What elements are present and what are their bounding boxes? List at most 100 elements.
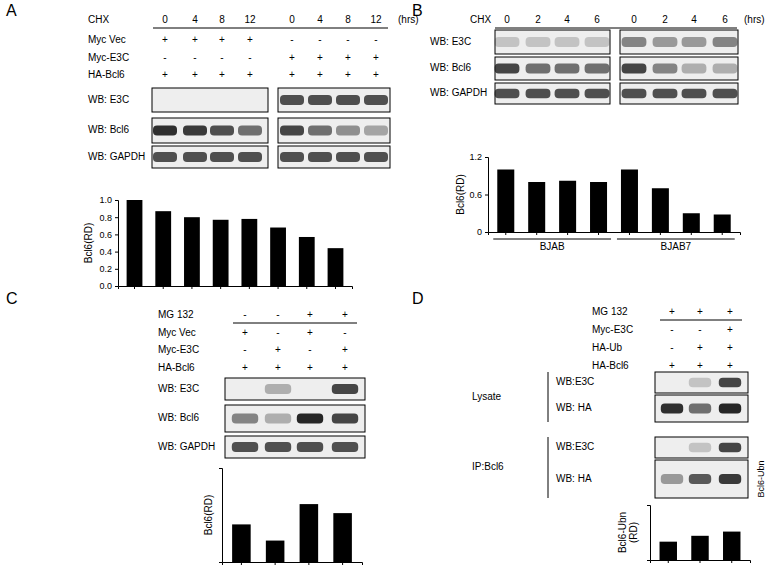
- row-mark: +: [727, 324, 733, 335]
- tick: 0.0: [99, 281, 118, 291]
- row-mark: -: [343, 327, 346, 338]
- section-label: IP:Bcl6: [472, 461, 504, 472]
- bar: [300, 504, 319, 562]
- row-mark: +: [373, 52, 379, 63]
- bar: [270, 228, 286, 286]
- axis-line: [219, 469, 223, 563]
- bar: [660, 542, 677, 560]
- tick-mark: [629, 232, 630, 235]
- header-value: 0: [631, 14, 637, 25]
- row-mark: -: [308, 344, 311, 355]
- blot-label: WB: Bcl6: [88, 124, 130, 135]
- row-mark: -: [318, 34, 321, 45]
- tick: [275, 562, 276, 565]
- blot-band: [689, 474, 711, 484]
- tick-label: 0.2: [99, 264, 112, 274]
- tick-mark: [115, 269, 118, 270]
- row-mark: +: [289, 69, 295, 80]
- blot-band: [682, 37, 707, 47]
- tick: 0.6: [99, 230, 118, 240]
- panel-letter: C: [6, 290, 18, 307]
- blot-frame: [225, 378, 365, 400]
- axis-line: [489, 233, 741, 236]
- bar-chart: 0.00.20.40.60.81.0Bcl6(RD): [83, 195, 353, 291]
- header-value: -: [276, 309, 279, 320]
- blot-frame: [225, 436, 365, 458]
- panel: DMG 132+++Myc-E3C--+HA-Ub-++HA-Bcl6+++Ly…: [412, 290, 766, 498]
- blot-band: [719, 474, 741, 484]
- blot-band: [713, 89, 738, 98]
- header-value: 8: [219, 14, 225, 25]
- group-rule: [617, 239, 735, 240]
- row-mark: +: [289, 52, 295, 63]
- bar-chart: Bcl6(RD): [203, 469, 363, 566]
- row-mark: +: [727, 360, 733, 371]
- bar: [213, 220, 229, 286]
- row-mark: +: [727, 342, 733, 353]
- panel-letter: B: [412, 2, 423, 19]
- row-mark: -: [670, 342, 673, 353]
- bar: [241, 219, 257, 286]
- blot-band: [526, 37, 551, 47]
- blot-band: [585, 37, 610, 47]
- tick: [700, 560, 701, 563]
- header-label: CHX: [88, 14, 109, 25]
- blot-band: [719, 443, 741, 452]
- blot-label: WB: Bcl6: [158, 412, 200, 423]
- blot-band: [689, 404, 711, 414]
- blot-frame: [152, 146, 268, 168]
- header-value: 4: [691, 14, 697, 25]
- tick-label: 0.8: [99, 213, 112, 223]
- blot-frame: [152, 88, 268, 112]
- header-value: 6: [594, 14, 600, 25]
- tick-mark: [485, 195, 488, 196]
- x-axis: [489, 232, 741, 235]
- tick: 0.2: [99, 264, 118, 274]
- bar: [184, 217, 200, 286]
- tick-mark: [505, 232, 506, 235]
- blot-band: [526, 64, 551, 74]
- blot-band: [265, 442, 291, 452]
- row-mark: -: [248, 52, 251, 63]
- axis-title: Bcl6-Ubn(RD): [617, 512, 639, 553]
- axis-title: Bcl6(RD): [83, 223, 94, 264]
- tick-mark: [275, 562, 276, 565]
- tick-label: 0.6: [99, 230, 112, 240]
- tick: 0.8: [99, 213, 118, 223]
- row-label: HA-Ub: [592, 342, 622, 353]
- header-rule: [233, 323, 357, 324]
- bar: [266, 541, 285, 562]
- group-label: BJAB: [540, 241, 565, 252]
- tick-mark: [691, 232, 692, 235]
- row-mark: +: [162, 34, 168, 45]
- blot-band: [332, 384, 358, 394]
- tick-mark: [668, 560, 669, 563]
- blot-band: [265, 414, 291, 424]
- blot-frame: [655, 372, 748, 393]
- header-value: +: [727, 306, 733, 317]
- tick: 1.0: [99, 195, 118, 205]
- panel: BCHX02460246(hrs)WB: E3CWB: Bcl6WB: GAPD…: [412, 2, 765, 104]
- blot-band: [689, 443, 711, 452]
- blot-band: [280, 126, 304, 136]
- blot-band: [653, 89, 678, 98]
- section-label: Lysate: [472, 391, 502, 402]
- row-mark: +: [345, 52, 351, 63]
- panel: CMG 132--++Myc Vec+-+-Myc-E3C-+-+HA-Bcl6…: [6, 290, 365, 458]
- row-mark: +: [317, 52, 323, 63]
- tick-mark: [163, 286, 164, 289]
- tick: [567, 232, 568, 235]
- blot-band: [653, 37, 678, 47]
- tick-mark: [134, 286, 135, 289]
- row-mark: +: [275, 344, 281, 355]
- tick: [536, 232, 537, 235]
- blot-band: [183, 152, 207, 162]
- blot-label: WB: GAPDH: [430, 87, 487, 98]
- row-mark: +: [307, 362, 313, 373]
- header-label: MG 132: [592, 306, 628, 317]
- side-label: Bcl6-Ubn: [756, 460, 766, 497]
- bracket: [548, 372, 549, 422]
- row-mark: +: [192, 34, 198, 45]
- tick: [241, 562, 242, 565]
- tick: 0: [477, 227, 488, 237]
